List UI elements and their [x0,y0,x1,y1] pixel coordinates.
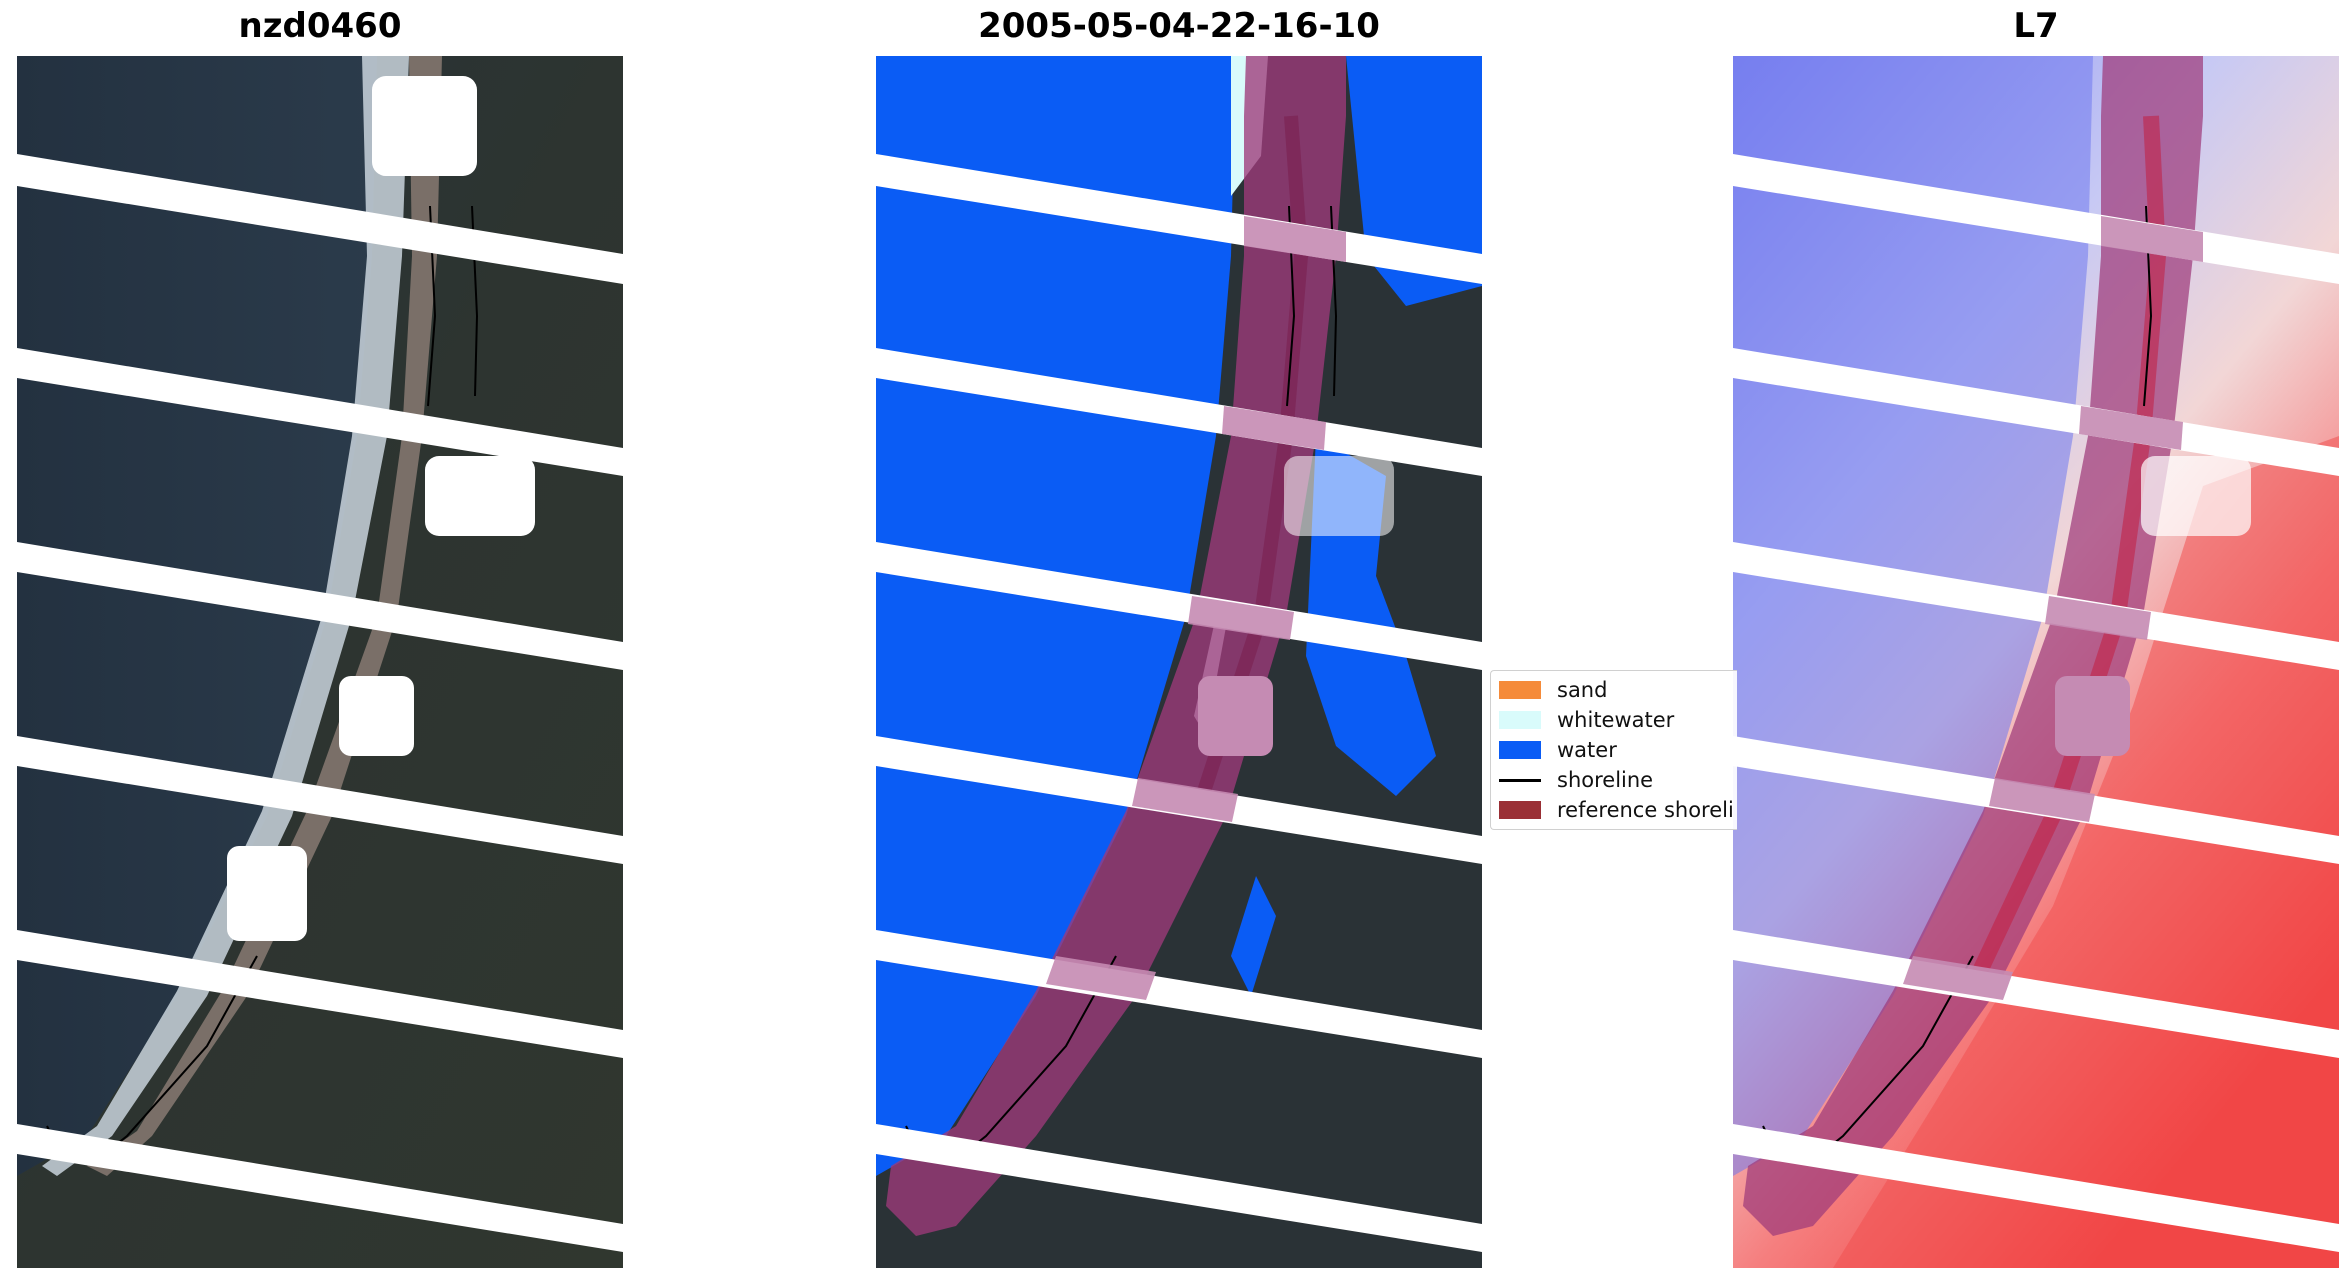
legend-swatch-reference-shoreline [1499,801,1541,819]
legend-label: sand [1557,678,1608,702]
classified-image-panel [876,56,1482,1268]
rgb-image [17,56,623,1268]
panel-title-classified: 2005-05-04-22-16-10 [978,6,1380,46]
legend-label: reference shoreli [1557,798,1734,822]
legend-item-sand: sand [1499,675,1607,705]
legend-item-reference-shoreline: reference shoreli [1499,795,1734,825]
index-image [1733,56,2339,1268]
legend-label: shoreline [1557,768,1654,792]
legend-item-shoreline: shoreline [1499,765,1653,795]
rgb-image-panel [17,56,623,1268]
legend-item-whitewater: whitewater [1499,705,1674,735]
legend-item-water: water [1499,735,1617,765]
legend-label: whitewater [1557,708,1675,732]
legend-swatch-water [1499,741,1541,759]
legend: sand whitewater water shoreline referenc… [1490,670,1737,830]
classified-image [876,56,1482,1268]
legend-swatch-sand [1499,681,1541,699]
legend-line-shoreline [1499,778,1541,782]
index-image-panel [1733,56,2339,1268]
legend-label: water [1557,738,1617,762]
panel-title-rgb: nzd0460 [238,6,402,46]
panel-title-index: L7 [2013,6,2059,46]
legend-swatch-whitewater [1499,711,1541,729]
